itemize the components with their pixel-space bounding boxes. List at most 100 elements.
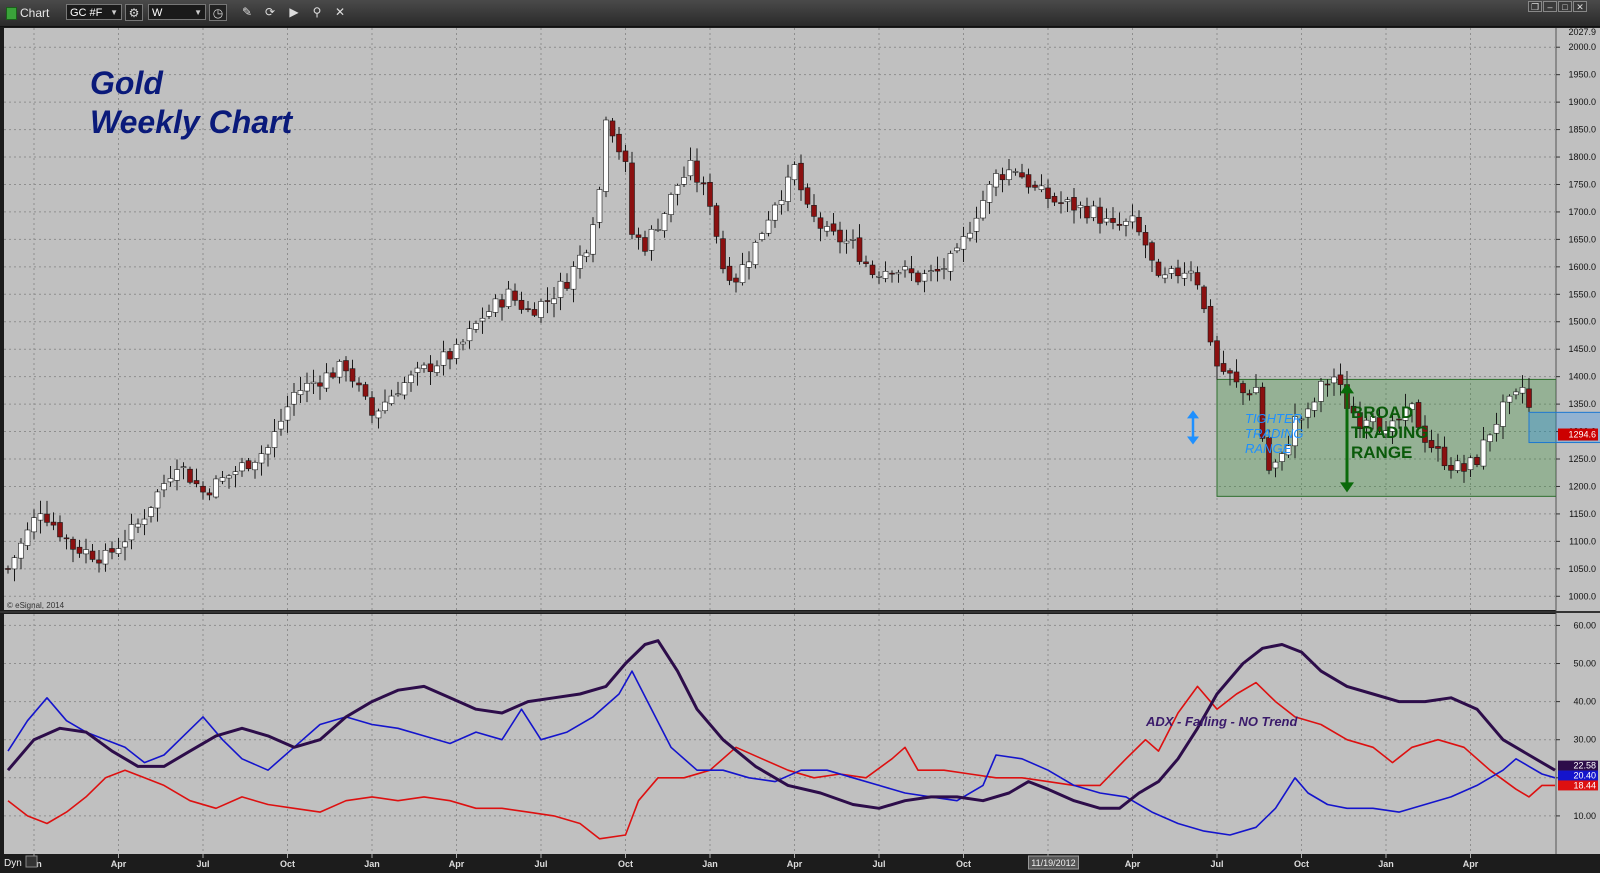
chart-title-line-1: Gold xyxy=(90,65,164,101)
tight-range-label-3: RANGE xyxy=(1245,441,1292,456)
candle-body xyxy=(1045,187,1051,199)
candle-body xyxy=(1298,418,1305,421)
candle-body xyxy=(1441,446,1448,467)
candle-body xyxy=(759,233,765,240)
time-tick-label: Apr xyxy=(1125,859,1141,869)
price-tick-label: 1650.0 xyxy=(1568,234,1596,244)
candle-body xyxy=(1077,205,1084,209)
candle-body xyxy=(1006,169,1012,180)
clock-icon[interactable]: ◷ xyxy=(209,4,227,21)
current-price-tag xyxy=(1558,428,1598,441)
time-tick-label: Apr xyxy=(1463,859,1479,869)
time-tick-label: Apr xyxy=(787,859,803,869)
interval-selector[interactable]: W ▼ xyxy=(148,4,206,20)
time-tick-label: Oct xyxy=(1294,859,1309,869)
time-tick-label: Jan xyxy=(702,859,718,869)
candle-body xyxy=(1409,403,1415,410)
candle-body xyxy=(512,290,518,301)
candle-body xyxy=(200,485,206,493)
candle-body xyxy=(746,261,752,268)
candle-body xyxy=(869,264,876,275)
candle-body xyxy=(1396,418,1402,421)
symbol-value: GC #F xyxy=(70,7,103,19)
broad-range-arrow-head-up xyxy=(1340,383,1354,394)
candle-body xyxy=(726,265,733,281)
broad-range-label-3: RANGE xyxy=(1351,443,1412,462)
candle-body xyxy=(921,273,928,282)
candle-body xyxy=(245,460,252,470)
candle-body xyxy=(421,364,427,369)
candle-body xyxy=(1188,270,1194,274)
candle-body xyxy=(1461,463,1467,472)
candle-body xyxy=(1136,216,1142,233)
minimize-icon[interactable]: – xyxy=(1543,1,1557,12)
candle-body xyxy=(1357,412,1363,430)
eraser-icon[interactable]: ✕ xyxy=(334,5,346,19)
price-tick-label: 1450.0 xyxy=(1568,344,1596,354)
refresh-icon[interactable]: ⟳ xyxy=(264,5,276,19)
current-price-label: 1294.6 xyxy=(1568,430,1596,440)
candle-body xyxy=(141,518,148,525)
scale-toggle-icon[interactable] xyxy=(25,855,38,868)
candle-body xyxy=(284,406,291,421)
candle-body xyxy=(596,189,603,223)
candle-body xyxy=(798,162,804,191)
candle-body xyxy=(1214,340,1220,367)
candle-body xyxy=(603,119,609,192)
candle-body xyxy=(772,204,778,221)
candle-body xyxy=(1259,386,1266,439)
candle-body xyxy=(863,261,869,264)
candle-body xyxy=(395,393,401,396)
symbol-selector[interactable]: GC #F ▼ xyxy=(66,4,122,20)
candle-body xyxy=(1090,205,1097,218)
candle-body xyxy=(1064,199,1071,202)
candle-body xyxy=(1175,267,1181,277)
candle-body xyxy=(1084,205,1090,219)
candle-body xyxy=(694,160,700,183)
candle-body xyxy=(1279,453,1285,462)
maximize-icon[interactable]: □ xyxy=(1558,1,1572,12)
broad-range-label-2: TRADING xyxy=(1351,423,1428,442)
indicator-value-label: 22.58 xyxy=(1573,761,1596,771)
chart-canvas[interactable]: 1000.01050.01100.01150.01200.01250.01300… xyxy=(0,26,1600,873)
candle-body xyxy=(1422,425,1428,443)
candle-body xyxy=(323,372,330,389)
close-icon[interactable]: ✕ xyxy=(1573,1,1587,12)
settings-icon[interactable]: ⚙ xyxy=(125,4,143,21)
candle-body xyxy=(733,277,739,283)
candle-body xyxy=(1350,405,1357,414)
candle-body xyxy=(440,351,447,366)
candle-body xyxy=(336,361,343,378)
pencil-icon[interactable]: ✎ xyxy=(241,5,253,19)
time-tick-labels: JanAprJulOctJanAprJulOctJanAprJulOctJanA… xyxy=(26,854,1479,870)
price-tick-label: 1000.0 xyxy=(1568,591,1596,601)
candle-body xyxy=(642,237,648,252)
window-title: Chart xyxy=(20,6,50,20)
candle-body xyxy=(122,541,128,548)
candle-body xyxy=(96,559,102,564)
candle-body xyxy=(908,268,915,274)
candle-body xyxy=(252,462,258,471)
candle-body xyxy=(1428,440,1435,449)
candle-body xyxy=(388,395,395,404)
zoom-icon[interactable]: ⚲ xyxy=(312,5,322,19)
candle-body xyxy=(1454,460,1461,471)
candle-body xyxy=(765,219,772,234)
candle-body xyxy=(206,492,213,496)
candle-body xyxy=(622,150,629,162)
candle-body xyxy=(492,298,499,313)
indicator-tick-label: 30.00 xyxy=(1573,735,1596,745)
indicator-panel xyxy=(4,614,1556,854)
play-icon[interactable]: ▶ xyxy=(289,5,299,19)
time-tick-label: Apr xyxy=(449,859,465,869)
candle-body xyxy=(1227,370,1233,374)
candle-body xyxy=(1129,215,1136,223)
price-tick-label: 1800.0 xyxy=(1568,152,1596,162)
tight-range-label-2: TRADING xyxy=(1245,426,1304,441)
interval-value: W xyxy=(152,7,163,19)
indicator-tick-label: 40.00 xyxy=(1573,697,1596,707)
candle-body xyxy=(1487,434,1493,442)
restore-icon[interactable]: ❐ xyxy=(1528,1,1542,12)
candle-body xyxy=(1149,242,1155,261)
price-tick-label: 1750.0 xyxy=(1568,179,1596,189)
